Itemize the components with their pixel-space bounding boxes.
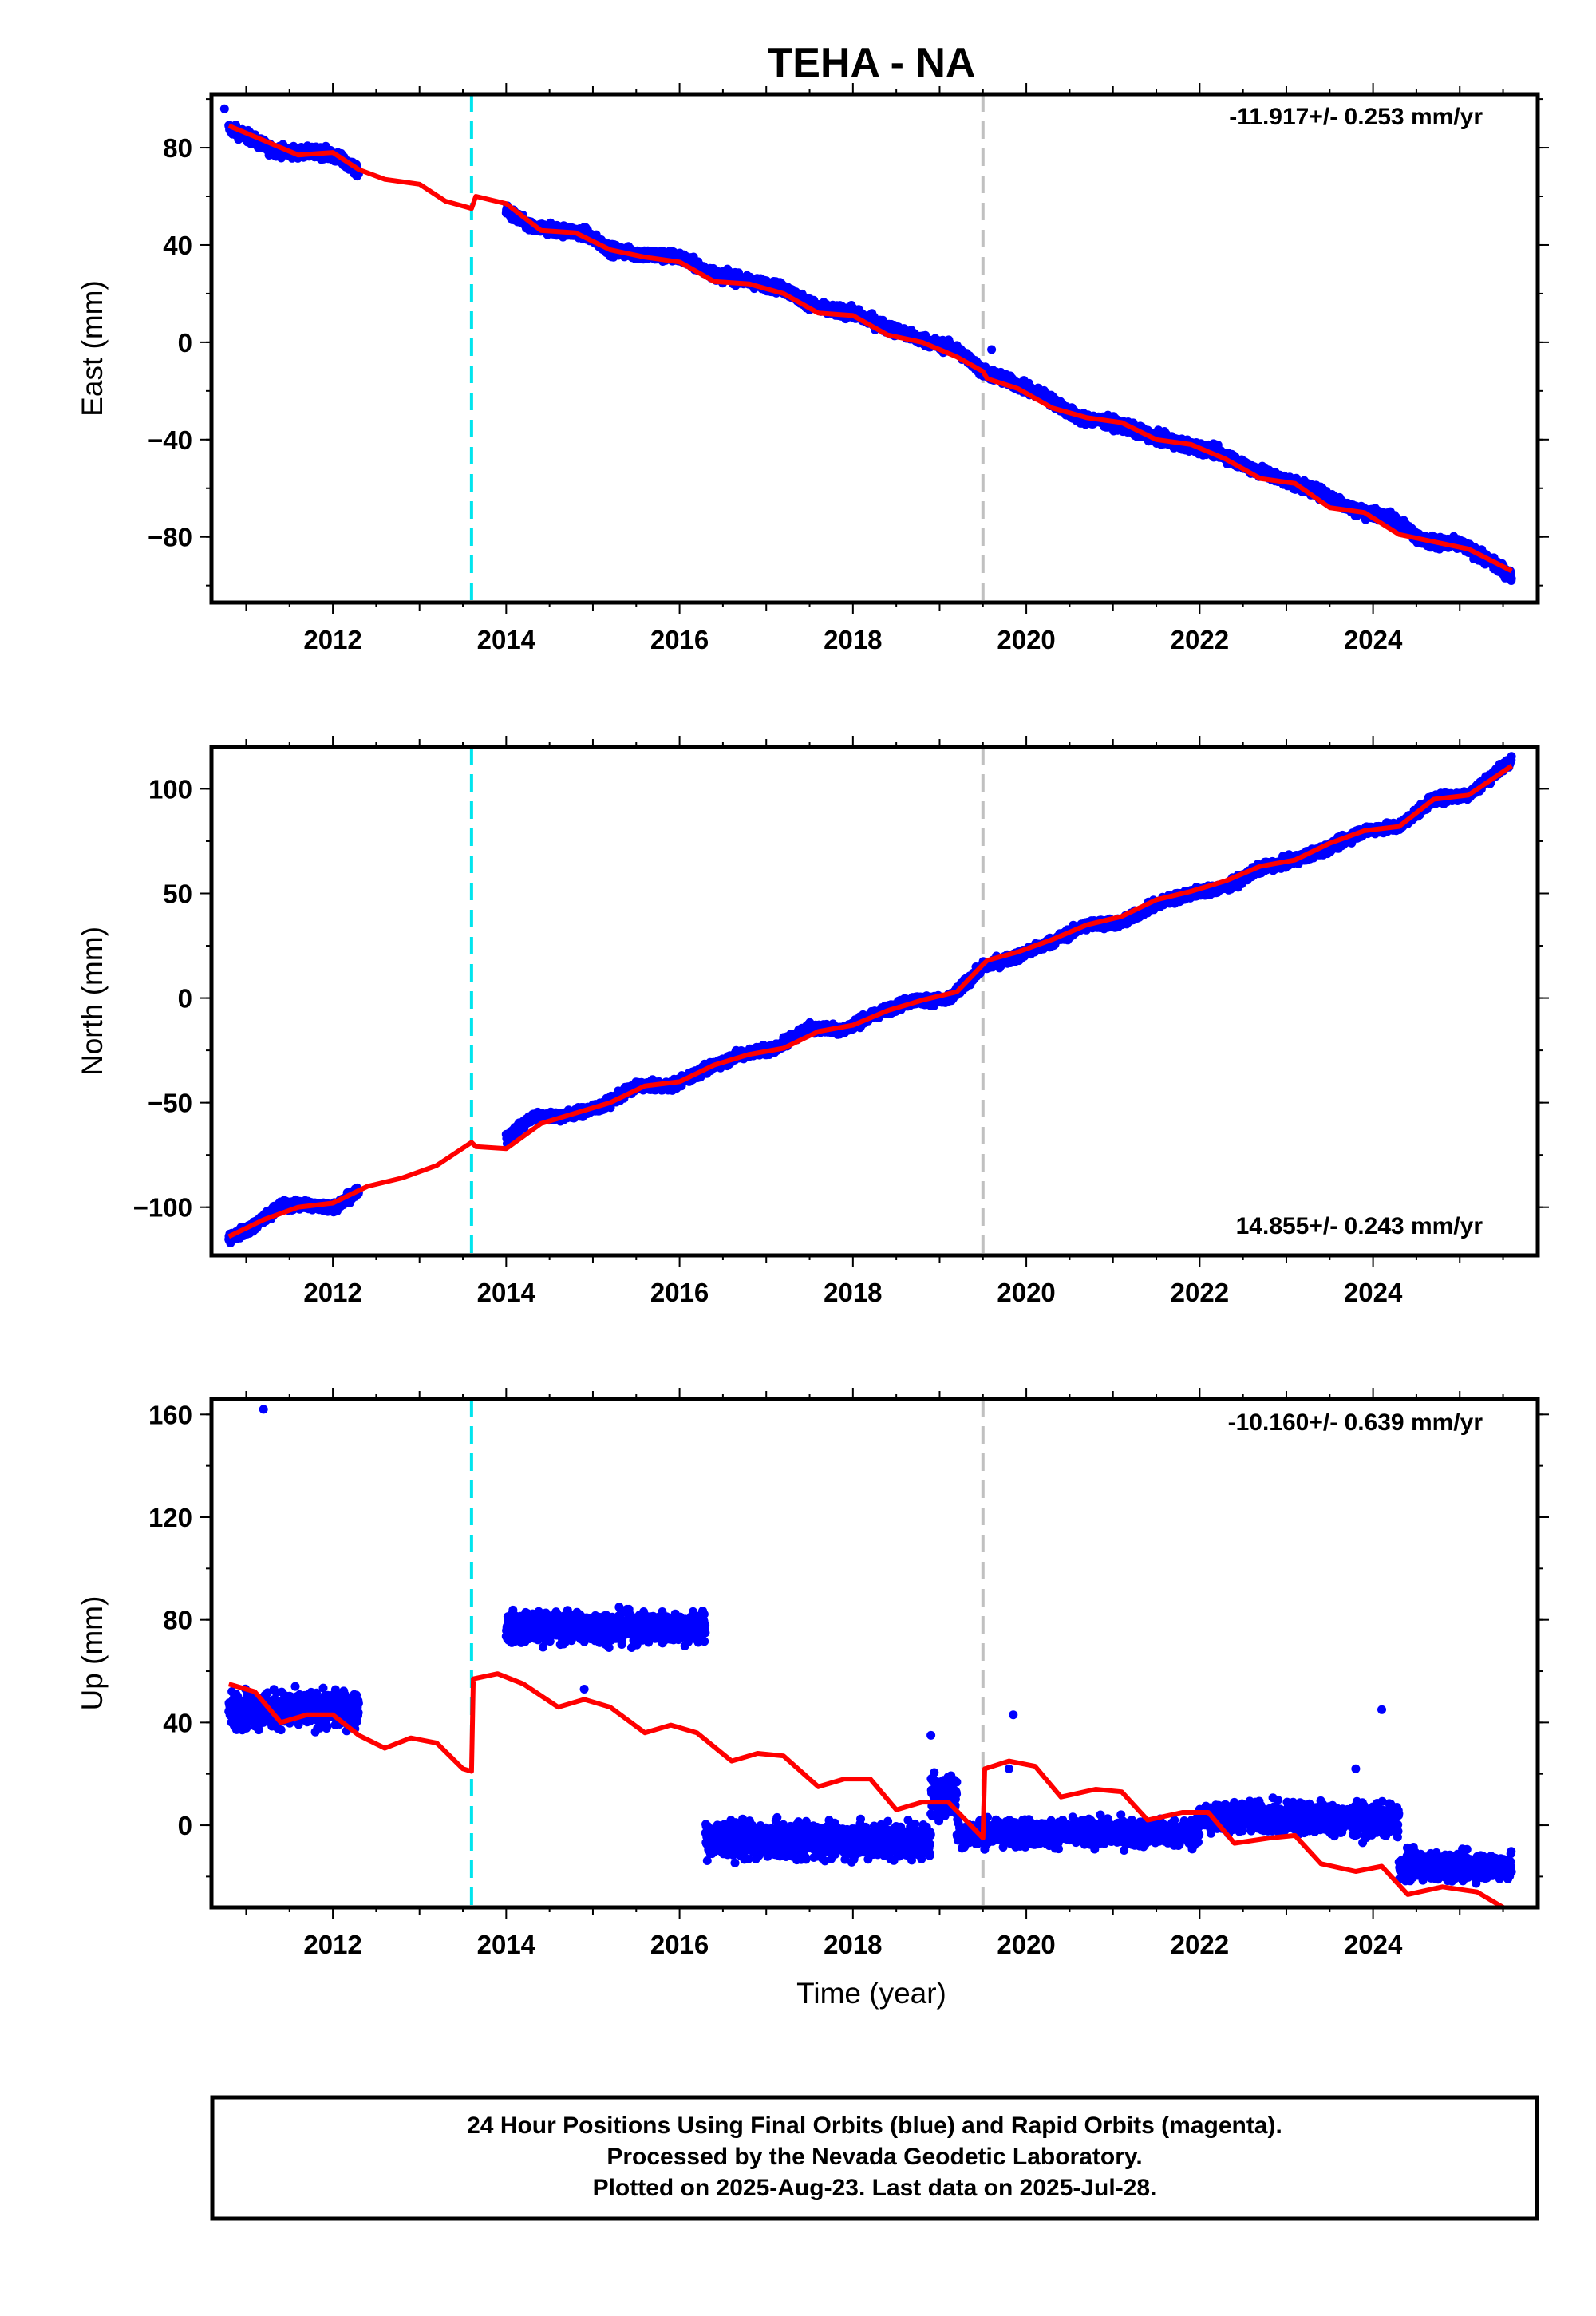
- data-point: [1507, 574, 1516, 583]
- data-point: [987, 345, 997, 354]
- plot-area-north: [224, 752, 1516, 1247]
- x-tick-label: 2014: [477, 625, 536, 654]
- panel-north: 2012 2014 2016 2018 2020 2022 2024−100−5005010…: [76, 736, 1549, 1307]
- data-point: [219, 104, 229, 113]
- y-axis-label-east: East (mm): [76, 280, 109, 417]
- x-tick-label: 2024: [1344, 625, 1403, 654]
- y-tick-label: 0: [178, 328, 192, 358]
- panels: 2012 2014 2016 2018 2020 2022 2024 −80 −40 0 40 80 E…: [76, 83, 1549, 1959]
- y-tick-label: −80: [148, 523, 192, 552]
- data-points-east: [219, 104, 1516, 585]
- x-tick-label: 2018: [824, 625, 882, 654]
- model-fit-line: [227, 123, 1513, 574]
- y-tick-label: 40: [163, 231, 192, 260]
- rate-label-east: -11.917+/- 0.253 mm/yr: [1229, 104, 1483, 130]
- plot-area-east: [219, 104, 1516, 585]
- chart-title: TEHA - NA: [768, 40, 976, 86]
- x-tick-label: 2016: [650, 625, 709, 654]
- panel-east: 2012 2014 2016 2018 2020 2022 2024 −80 −40 0 40 80 E…: [76, 83, 1549, 654]
- panel-frame: [209, 92, 1540, 605]
- x-tick-label: 2020: [997, 625, 1055, 654]
- y-tick-label: 80: [163, 133, 192, 163]
- x-tick-label: 2022: [1171, 625, 1229, 654]
- y-tick-label: −40: [148, 425, 192, 455]
- x-tick-label: 2012: [303, 625, 361, 654]
